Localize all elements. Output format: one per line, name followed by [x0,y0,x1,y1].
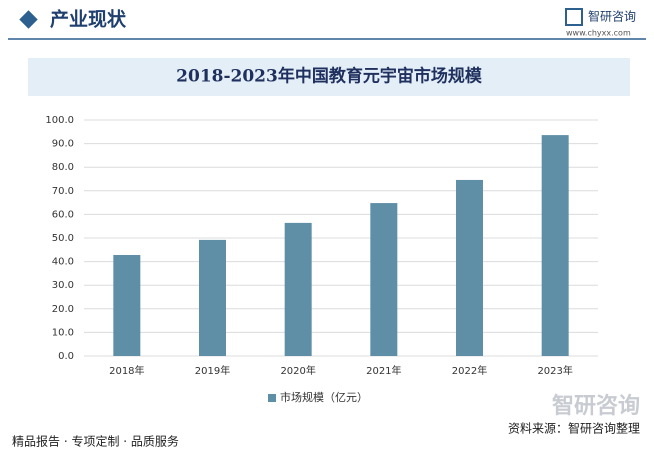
legend-swatch [268,394,276,402]
legend-label: 市场规模（亿元） [280,390,368,404]
y-tick-label: 0.0 [58,351,74,362]
header-url: www.chyxx.com [566,29,631,38]
y-tick-label: 80.0 [52,162,74,173]
y-tick-label: 10.0 [52,327,74,338]
bar [541,135,569,356]
footer-source: 资料来源：智研咨询整理 [508,421,640,436]
y-tick-label: 100.0 [45,115,74,126]
bar [456,179,483,356]
y-tick-label: 40.0 [52,257,74,268]
chart-title-box [28,58,630,96]
bar [284,222,312,356]
y-tick-label: 90.0 [52,139,74,150]
x-tick-label: 2018年 [109,364,144,377]
header-logo: 智研咨询 [588,9,636,24]
plot: 0.0 10.0 20.0 30.0 40.0 50.0 60.0 70.0 80.0 90.0 1… [45,115,598,404]
y-tick-label: 60.0 [52,209,74,220]
header-title: 产业现状 [50,8,127,31]
x-tick-label: 2020年 [280,364,315,377]
y-tick-label: 30.0 [52,280,74,291]
logo-icon [565,8,583,26]
chart-title: 2018-2023年中国教育元宇宙市场规模 [176,66,483,87]
x-tick-label: 2023年 [537,364,572,377]
y-tick-label: 70.0 [52,186,74,197]
bar [370,203,398,356]
y-tick-label: 50.0 [52,233,74,244]
bar [113,254,141,356]
x-tick-label: 2021年 [366,364,401,377]
bar [199,239,226,356]
y-tick-label: 20.0 [52,304,74,315]
x-tick-label: 2019年 [195,364,230,377]
footer-slogan: 精品报告 · 专项定制 · 品质服务 [12,434,179,449]
x-tick-label: 2022年 [452,364,487,377]
footer-logo: 智研咨询 [552,393,640,419]
